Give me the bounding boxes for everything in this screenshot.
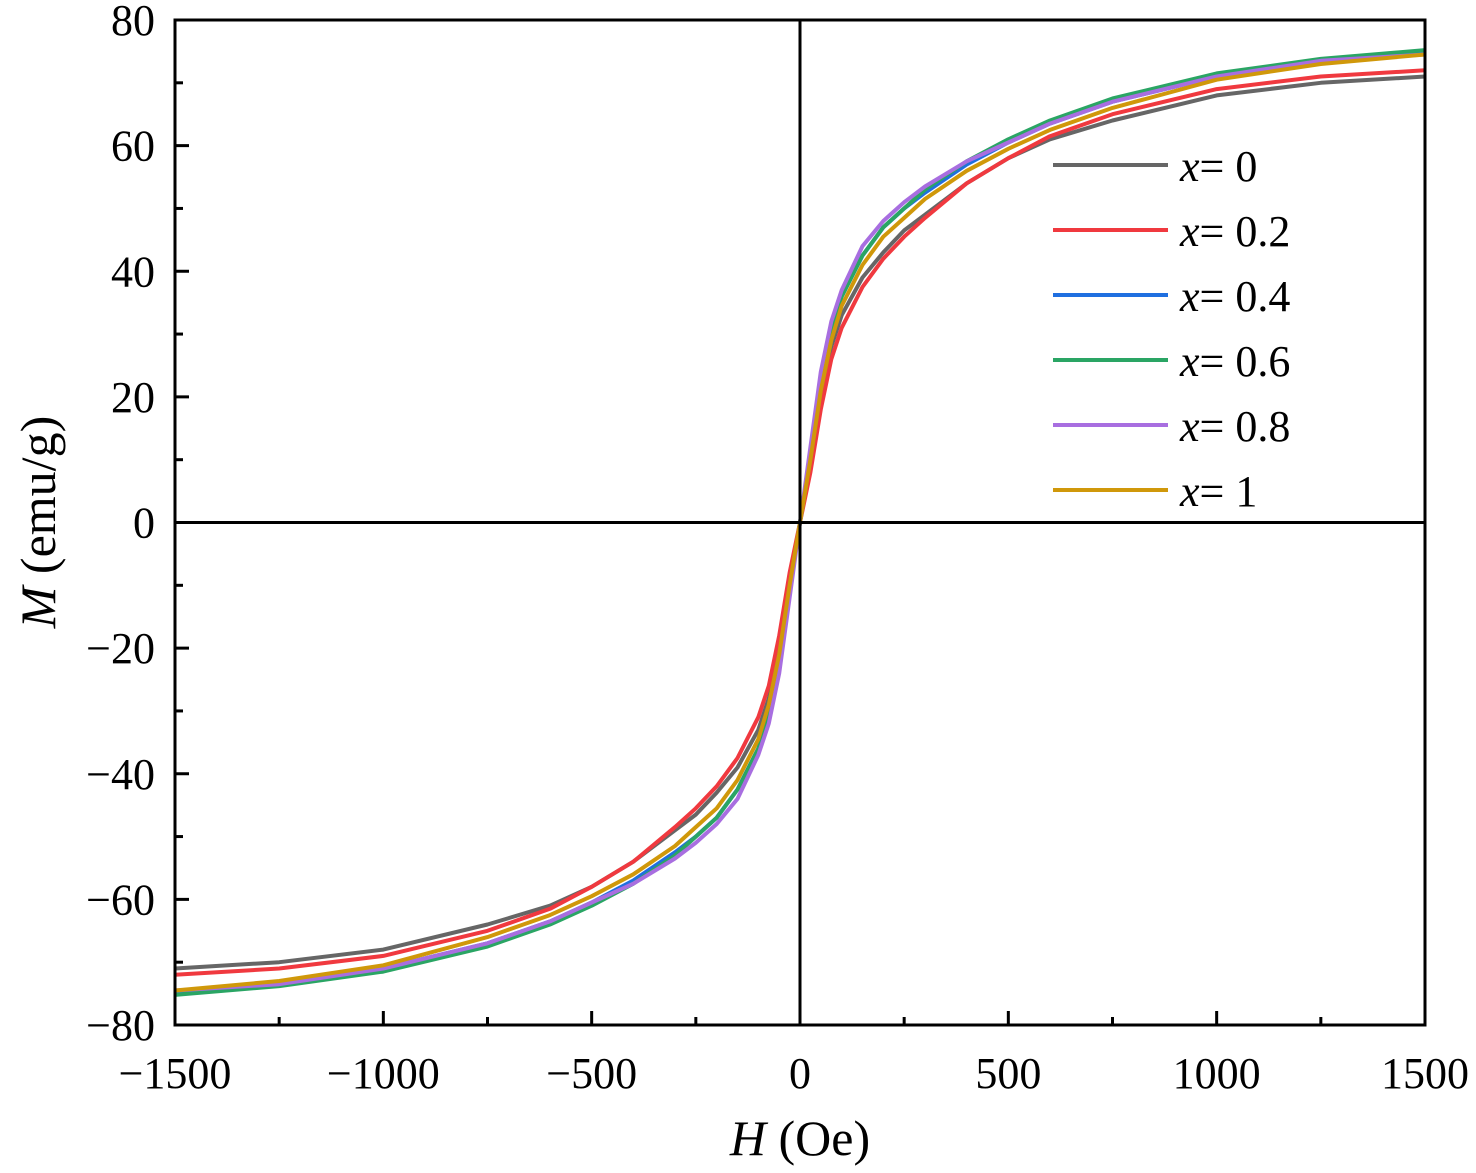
y-tick-label: −60 bbox=[86, 875, 155, 924]
legend-entry: x= 0 bbox=[1179, 142, 1257, 191]
x-tick-label: 0 bbox=[789, 1049, 811, 1098]
y-tick-label: −40 bbox=[86, 750, 155, 799]
legend-entry: x= 0.8 bbox=[1179, 402, 1290, 451]
legend-entry: x= 0.4 bbox=[1179, 272, 1290, 321]
legend-entry: x= 0.2 bbox=[1179, 207, 1290, 256]
x-tick-label: −1500 bbox=[119, 1049, 232, 1098]
x-tick-label: 1500 bbox=[1381, 1049, 1469, 1098]
x-tick-label: −1000 bbox=[327, 1049, 440, 1098]
legend: x= 0 x= 0.2 x= 0.4 x= 0.6 x= 0.8 x= 1 bbox=[1053, 142, 1290, 516]
legend-entry: x= 1 bbox=[1179, 467, 1257, 516]
y-tick-label: 60 bbox=[111, 122, 155, 171]
y-tick-label: 0 bbox=[133, 499, 155, 548]
y-tick-label: 80 bbox=[111, 0, 155, 45]
legend-entry: x= 0.6 bbox=[1179, 337, 1290, 386]
x-tick-label: 1000 bbox=[1173, 1049, 1261, 1098]
x-tick-label: 500 bbox=[975, 1049, 1041, 1098]
y-tick-label: −80 bbox=[86, 1001, 155, 1050]
x-tick-label: −500 bbox=[546, 1049, 637, 1098]
x-axis-label: H (Oe) bbox=[729, 1110, 870, 1166]
axes: −1500 −1000 −500 0 500 1000 1500 −80 −60 −40 −20 0 2… bbox=[86, 0, 1469, 1098]
y-tick-label: 40 bbox=[111, 247, 155, 296]
y-tick-label: 20 bbox=[111, 373, 155, 422]
y-tick-label: −20 bbox=[86, 624, 155, 673]
y-axis-label: M (emu/g) bbox=[10, 416, 66, 629]
